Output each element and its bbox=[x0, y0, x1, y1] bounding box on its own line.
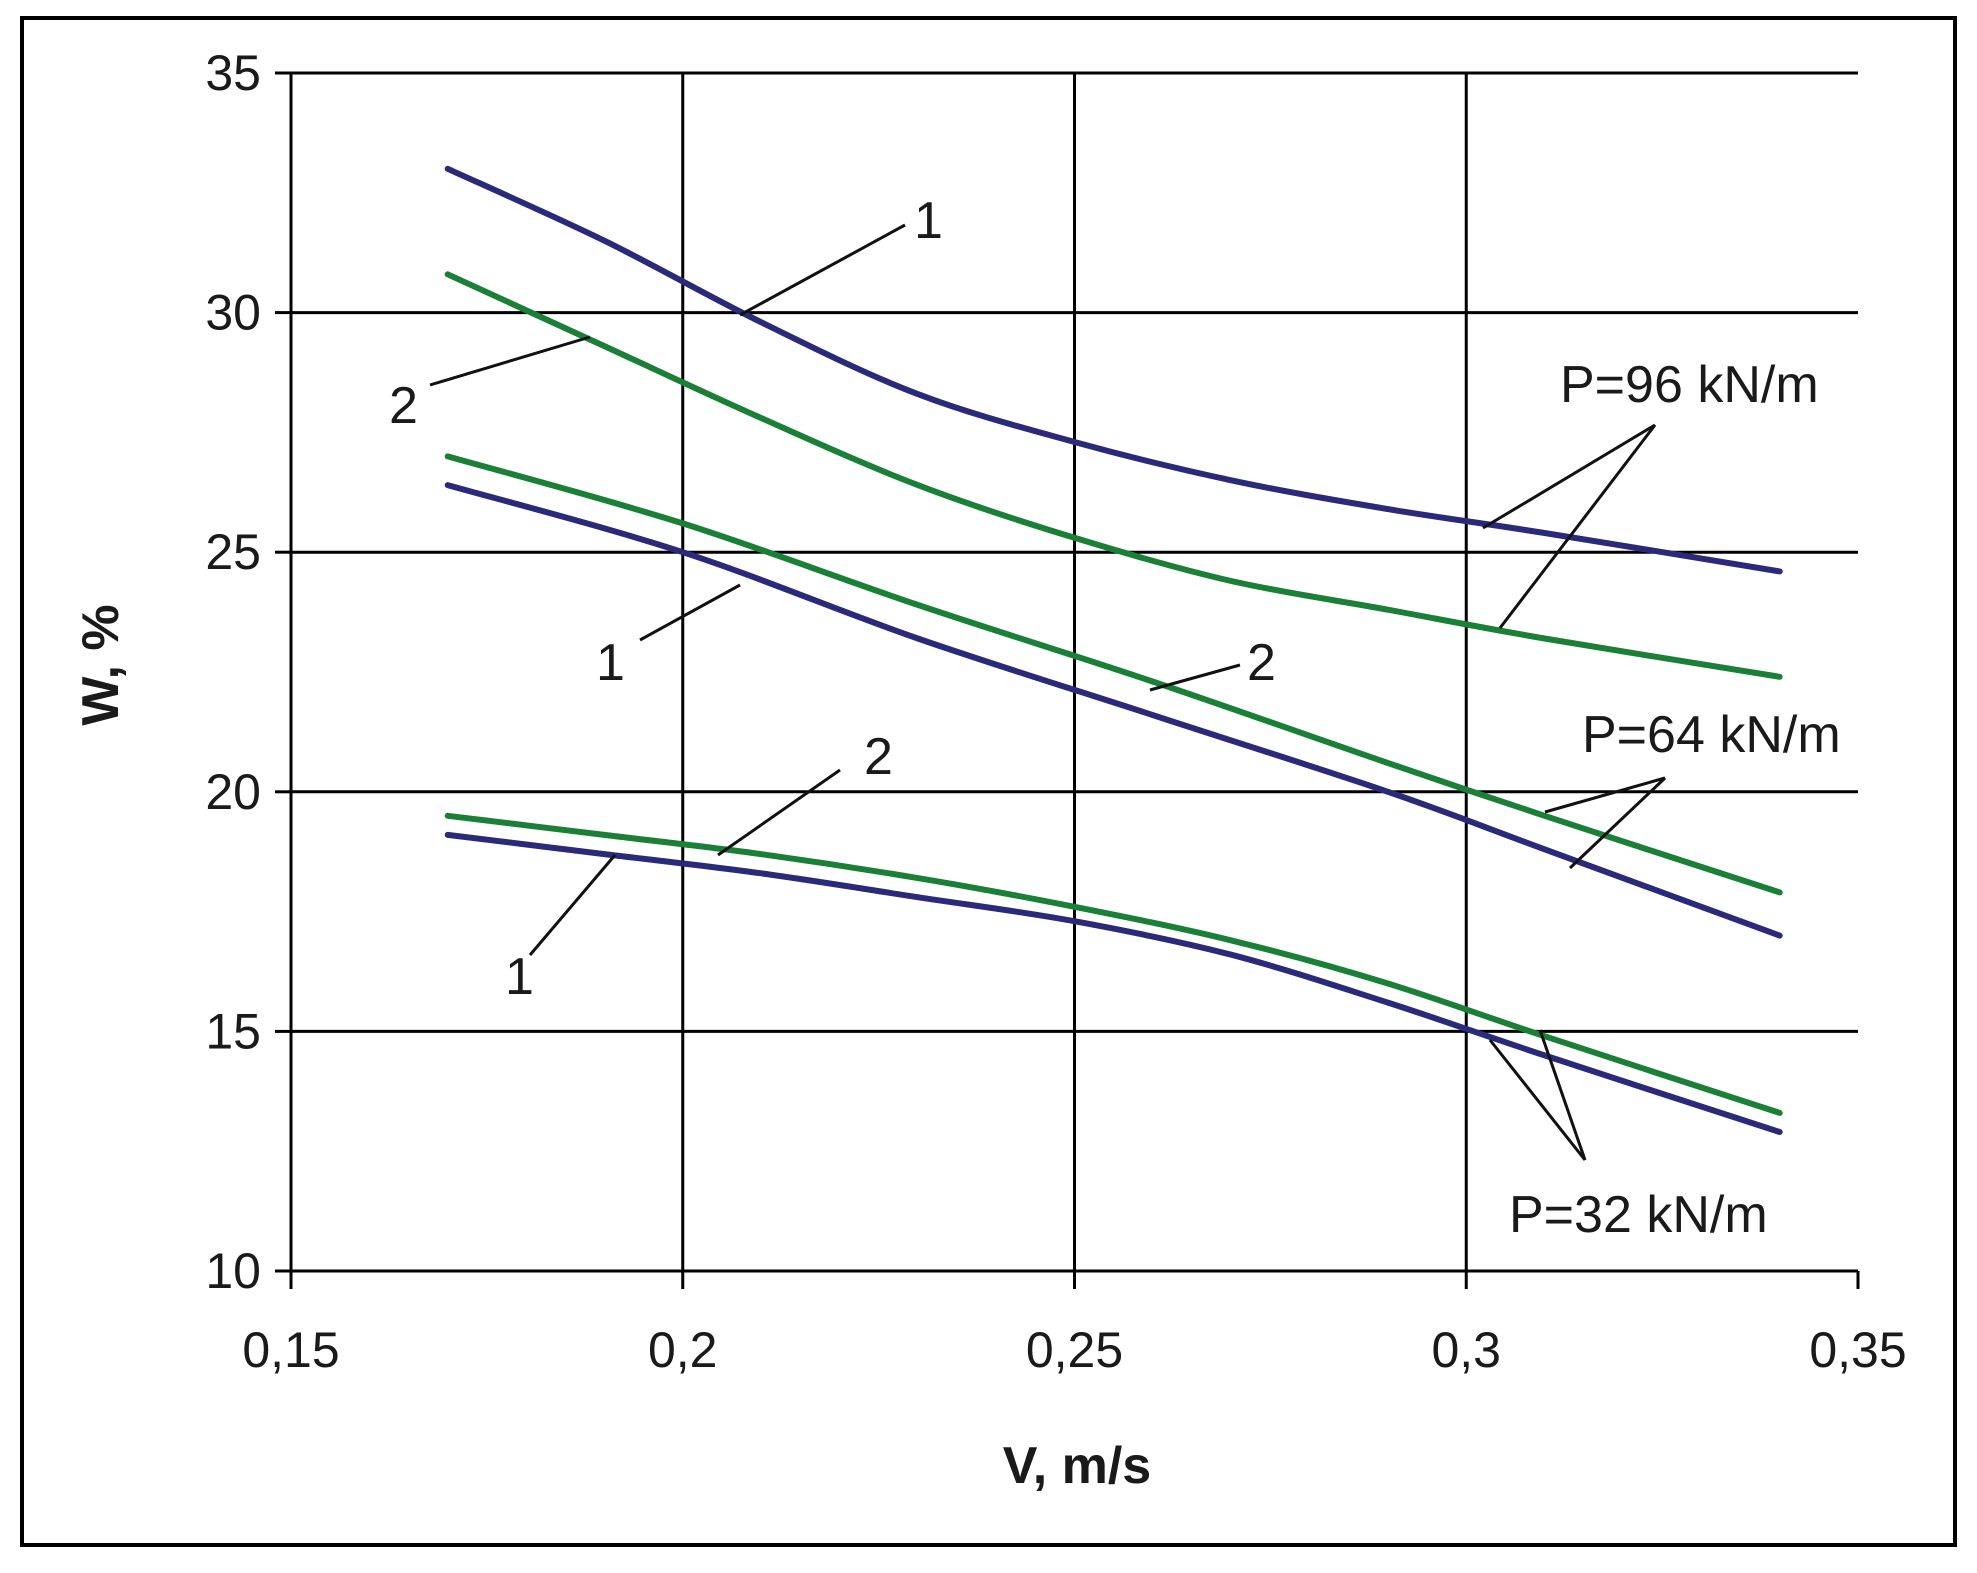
annotation-leader bbox=[1568, 776, 1667, 870]
annotation-leader bbox=[528, 854, 617, 956]
series-line-1 bbox=[444, 165, 1783, 575]
annotation-leader bbox=[1498, 424, 1657, 629]
annotation-curve-2-middle: 2 bbox=[1247, 634, 1276, 692]
x-tick-label: 0,15 bbox=[242, 1322, 339, 1378]
annotation-leader bbox=[429, 335, 591, 387]
annotation-curve-2-lower: 2 bbox=[864, 728, 893, 786]
annotation-leader bbox=[1488, 1039, 1587, 1161]
annotation-curve-2-upper: 2 bbox=[389, 377, 418, 435]
annotation-curve-1-upper: 1 bbox=[914, 192, 943, 250]
annotation-p64: P=64 kN/m bbox=[1582, 706, 1841, 764]
annotation-leader bbox=[1482, 423, 1656, 530]
annotation-leader bbox=[1544, 776, 1666, 814]
annotation-curve-1-middle: 1 bbox=[596, 634, 625, 692]
series-line-2 bbox=[444, 271, 1783, 680]
chart-frame bbox=[20, 16, 1957, 1547]
x-axis-title: V, m/s bbox=[1003, 1437, 1151, 1495]
annotation-leader bbox=[1149, 663, 1241, 692]
y-tick-label: 20 bbox=[205, 764, 261, 820]
annotation-leader bbox=[717, 768, 841, 857]
y-tick-label: 25 bbox=[205, 524, 261, 580]
y-tick-label: 30 bbox=[205, 285, 261, 341]
axes bbox=[275, 71, 1860, 1289]
annotation-leader bbox=[739, 223, 906, 317]
series bbox=[444, 165, 1783, 1135]
y-tick-label: 35 bbox=[205, 45, 261, 101]
series-line-6 bbox=[444, 812, 1783, 1116]
tick-labels: 10 15 20 25 30 35 0,15 0,2 0,25 0,3 0,35 bbox=[205, 45, 1906, 1378]
annotation-p96: P=96 kN/m bbox=[1560, 356, 1819, 414]
annotation-leader bbox=[1538, 1029, 1587, 1161]
x-tick-label: 0,2 bbox=[648, 1322, 718, 1378]
annotation-leaders bbox=[429, 223, 1667, 1161]
annotation-curve-1-lower: 1 bbox=[505, 948, 534, 1006]
series-line-4 bbox=[444, 453, 1783, 896]
annotation-p32: P=32 kN/m bbox=[1509, 1186, 1768, 1244]
x-tick-label: 0,35 bbox=[1809, 1322, 1906, 1378]
y-tick-label: 15 bbox=[205, 1003, 261, 1059]
y-tick-label: 10 bbox=[205, 1243, 261, 1299]
x-tick-label: 0,3 bbox=[1431, 1322, 1501, 1378]
grid bbox=[291, 71, 1858, 1271]
series-line-5 bbox=[444, 831, 1783, 1135]
annotation-leader bbox=[639, 583, 741, 642]
y-axis-title: W, % bbox=[72, 604, 130, 725]
x-tick-label: 0,25 bbox=[1026, 1322, 1123, 1378]
series-line-3 bbox=[444, 482, 1783, 939]
